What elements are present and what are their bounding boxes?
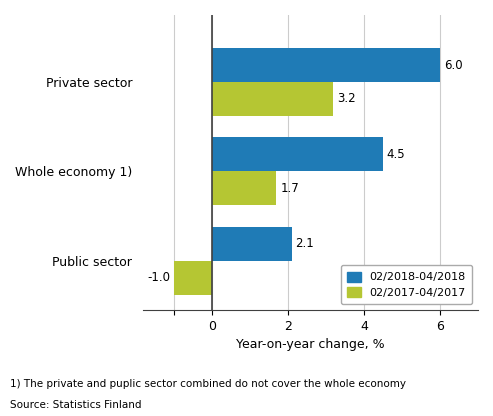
Text: 4.5: 4.5 <box>387 148 405 161</box>
Text: Source: Statistics Finland: Source: Statistics Finland <box>10 400 141 410</box>
Bar <box>174 261 212 295</box>
Bar <box>212 82 333 116</box>
Text: 3.2: 3.2 <box>337 92 356 106</box>
X-axis label: Year-on-year change, %: Year-on-year change, % <box>236 338 385 351</box>
Text: -1.0: -1.0 <box>147 271 170 284</box>
Bar <box>212 227 292 261</box>
Text: 2.1: 2.1 <box>295 237 314 250</box>
Bar <box>212 171 277 205</box>
Bar <box>212 48 440 82</box>
Text: 6.0: 6.0 <box>444 59 462 72</box>
Bar <box>212 137 383 171</box>
Text: 1) The private and puplic sector combined do not cover the whole economy: 1) The private and puplic sector combine… <box>10 379 406 389</box>
Legend: 02/2018-04/2018, 02/2017-04/2017: 02/2018-04/2018, 02/2017-04/2017 <box>341 265 472 304</box>
Text: 1.7: 1.7 <box>280 182 299 195</box>
